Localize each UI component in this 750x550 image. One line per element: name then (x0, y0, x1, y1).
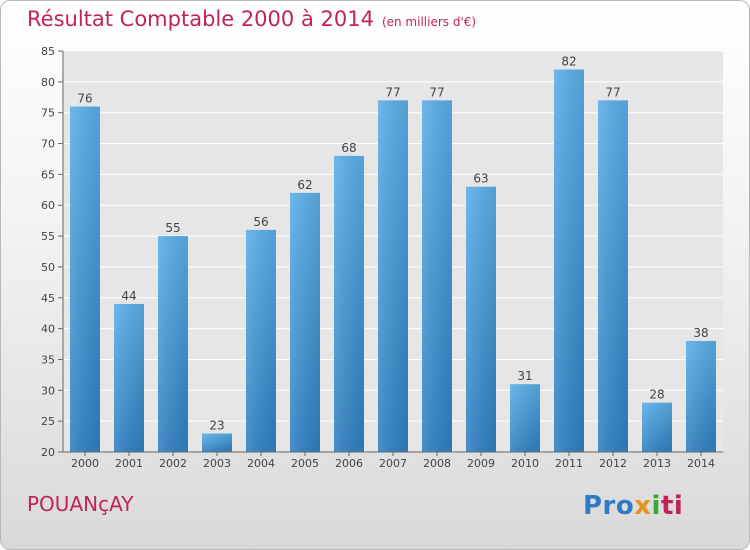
x-tick-label: 2011 (555, 457, 583, 470)
logo-part-1: Pro (583, 491, 635, 521)
bar-shade (158, 236, 188, 452)
bar-value-label: 44 (121, 289, 136, 303)
x-tick-label: 2003 (203, 457, 231, 470)
y-tick-label: 45 (41, 292, 55, 305)
x-tick-label: 2013 (643, 457, 671, 470)
place-name: POUANçAY (27, 492, 134, 516)
x-tick-label: 2007 (379, 457, 407, 470)
bar-value-label: 82 (561, 55, 576, 69)
x-tick-label: 2009 (467, 457, 495, 470)
bar-value-label: 77 (385, 85, 400, 99)
chart-title-text: Résultat Comptable 2000 à 2014 (27, 7, 374, 31)
y-tick-label: 50 (41, 261, 55, 274)
bar-value-label: 63 (473, 172, 488, 186)
x-tick-label: 2014 (687, 457, 715, 470)
bar-shade (378, 100, 408, 452)
bar-value-label: 76 (77, 92, 92, 106)
y-tick-label: 65 (41, 168, 55, 181)
y-tick-label: 75 (41, 107, 55, 120)
bar-value-label: 23 (209, 418, 224, 432)
x-tick-label: 2008 (423, 457, 451, 470)
y-tick-label: 20 (41, 446, 55, 459)
y-tick-label: 40 (41, 323, 55, 336)
y-tick-label: 70 (41, 138, 55, 151)
bar-shade (334, 155, 364, 452)
bar-value-label: 68 (341, 141, 356, 155)
bar-value-label: 28 (649, 388, 664, 402)
bar-value-label: 31 (517, 369, 532, 383)
x-tick-label: 2012 (599, 457, 627, 470)
bar-shade (466, 186, 496, 452)
x-tick-label: 2004 (247, 457, 275, 470)
bar-shade (510, 384, 540, 452)
logo-part-3: i (651, 491, 661, 521)
bar-shade (554, 69, 584, 452)
logo-part-4: ti (660, 491, 684, 521)
y-tick-label: 55 (41, 230, 55, 243)
y-tick-label: 60 (41, 199, 55, 212)
logo-part-2: x (634, 491, 652, 521)
bar-value-label: 77 (605, 85, 620, 99)
y-tick-label: 80 (41, 76, 55, 89)
y-tick-label: 30 (41, 384, 55, 397)
bar-shade (290, 192, 320, 452)
bar-value-label: 56 (253, 215, 268, 229)
x-tick-label: 2001 (115, 457, 143, 470)
axes: 20 25 30 35 40 45 50 55 60 65 70 75 80 85 2000 2001 2002… (41, 45, 723, 470)
bar-shade (686, 340, 716, 452)
x-tick-label: 2010 (511, 457, 539, 470)
chart-unit: (en milliers d'€) (381, 15, 477, 29)
bar-value-label: 38 (693, 326, 708, 340)
bar-shade (70, 106, 100, 453)
x-tick-label: 2000 (71, 457, 99, 470)
proxiti-logo[interactable]: Proxiti (583, 491, 683, 521)
bar-shade (202, 433, 232, 452)
bars: 76 44 55 23 56 62 68 77 77 63 31 82 77 28 38 (70, 55, 716, 453)
bar-shade (246, 229, 276, 452)
bar-value-label: 77 (429, 85, 444, 99)
x-tick-label: 2005 (291, 457, 319, 470)
bar-shade (598, 100, 628, 452)
y-tick-label: 85 (41, 45, 55, 58)
bar-shade (422, 100, 452, 452)
bar-shade (642, 402, 672, 452)
y-tick-label: 25 (41, 415, 55, 428)
x-tick-label: 2002 (159, 457, 187, 470)
bar-value-label: 62 (297, 178, 312, 192)
chart-title: Résultat Comptable 2000 à 2014 (en millie… (27, 7, 476, 31)
bar-value-label: 55 (165, 221, 180, 235)
x-tick-label: 2006 (335, 457, 363, 470)
bar-shade (114, 303, 144, 452)
y-tick-label: 35 (41, 353, 55, 366)
